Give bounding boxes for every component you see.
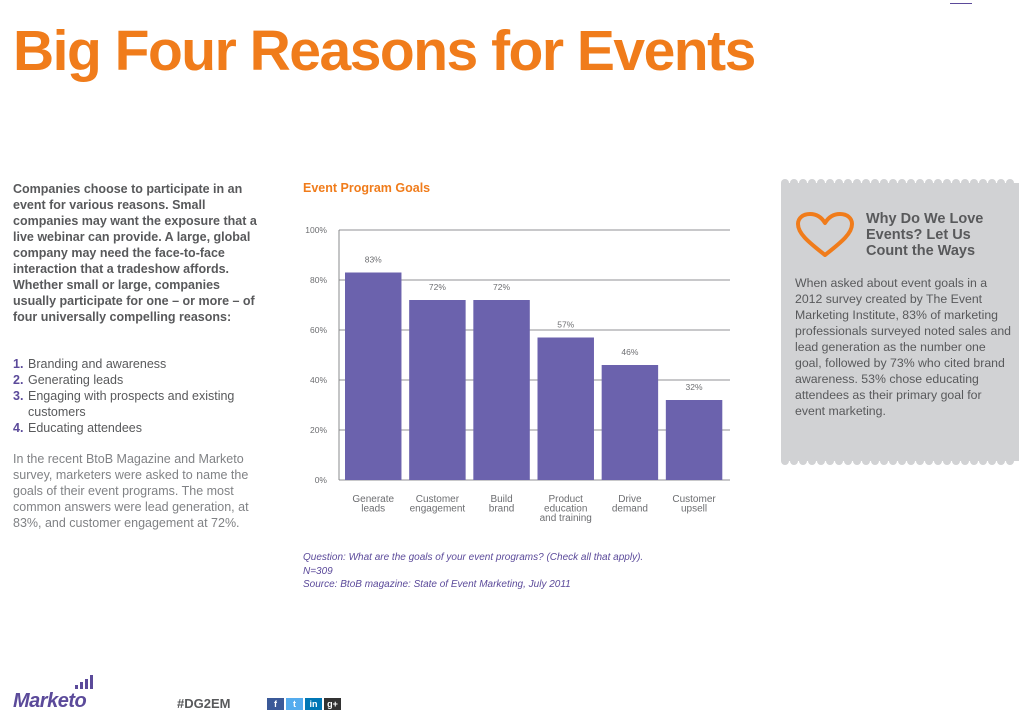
list-item-label: Educating attendees xyxy=(28,421,142,435)
bar xyxy=(665,400,723,480)
list-number: 2. xyxy=(13,373,24,387)
list-number: 4. xyxy=(13,421,24,435)
sidebar-panel xyxy=(781,178,1019,466)
list-item-label: Engaging with prospects and existing cus… xyxy=(28,389,235,419)
panel-heading: Why Do We Love Events? Let Us Count the … xyxy=(866,211,984,259)
bar xyxy=(537,337,594,480)
list-item: 1. Branding and awareness xyxy=(13,356,273,372)
y-tick-label: 0% xyxy=(315,475,328,485)
y-tick-label: 80% xyxy=(310,275,327,285)
page-title: Big Four Reasons for Events xyxy=(13,19,756,83)
x-tick-label: Drive demand xyxy=(612,494,648,515)
x-tick-label: Customer upsell xyxy=(672,494,716,515)
list-item-label: Generating leads xyxy=(28,373,124,387)
bar xyxy=(409,300,466,480)
list-item: 4. Educating attendees xyxy=(13,420,273,436)
list-number: 3. xyxy=(13,389,24,403)
y-tick-label: 100% xyxy=(305,225,327,235)
x-tick-label: Build brand xyxy=(489,494,515,515)
data-label: 46% xyxy=(621,347,638,357)
panel-body: When asked about event goals in a 2012 s… xyxy=(795,276,1012,418)
data-label: 72% xyxy=(493,282,510,292)
chart-title: Event Program Goals xyxy=(303,181,431,195)
data-label: 57% xyxy=(557,320,574,330)
logo-bars-icon xyxy=(75,675,93,689)
survey-paragraph: In the recent BtoB Magazine and Marketo … xyxy=(13,452,249,530)
x-tick-label: Product education and training xyxy=(540,494,592,524)
linkedin-icon[interactable]: in xyxy=(305,698,322,710)
panel-perforation-top xyxy=(781,178,1019,188)
facebook-icon[interactable]: f xyxy=(267,698,284,710)
intro-paragraph: Companies choose to participate in an ev… xyxy=(13,182,257,324)
y-tick-label: 40% xyxy=(310,375,327,385)
hashtag: #DG2EM xyxy=(177,696,231,711)
corner-mark xyxy=(950,0,972,4)
list-item: 2. Generating leads xyxy=(13,372,273,388)
bar xyxy=(473,300,530,480)
reasons-list: 1. Branding and awareness 2. Generating le… xyxy=(13,356,273,436)
y-tick-label: 20% xyxy=(310,425,327,435)
chart-notes: Question: What are the goals of your eve… xyxy=(303,551,723,592)
chart-source: Source: BtoB magazine: State of Event Ma… xyxy=(303,579,571,590)
list-item: 3. Engaging with prospects and existing c… xyxy=(13,388,273,420)
logo-wordmark: Marketo xyxy=(13,690,87,712)
googleplus-icon[interactable]: g+ xyxy=(324,698,341,710)
heart-icon xyxy=(796,212,854,257)
data-label: 72% xyxy=(429,282,446,292)
panel-perforation-bottom xyxy=(781,456,1019,466)
bar xyxy=(601,365,659,480)
marketo-logo: Marketo xyxy=(13,674,103,713)
social-links: f t in g+ xyxy=(267,698,341,710)
data-label: 83% xyxy=(365,255,382,265)
chart-sample-size: N=309 xyxy=(303,565,333,577)
x-tick-label: Customer engagement xyxy=(410,494,466,515)
bar xyxy=(345,272,402,480)
bar-chart: 0% 20% 40% 60% 80% 100% 83% Generate leads 72% Cus… xyxy=(305,225,730,524)
twitter-icon[interactable]: t xyxy=(286,698,303,710)
list-number: 1. xyxy=(13,357,24,371)
data-label: 32% xyxy=(686,382,703,392)
y-tick-label: 60% xyxy=(310,325,327,335)
x-tick-label: Generate leads xyxy=(352,494,394,515)
list-item-label: Branding and awareness xyxy=(28,357,167,371)
chart-question: Question: What are the goals of your eve… xyxy=(303,552,644,563)
